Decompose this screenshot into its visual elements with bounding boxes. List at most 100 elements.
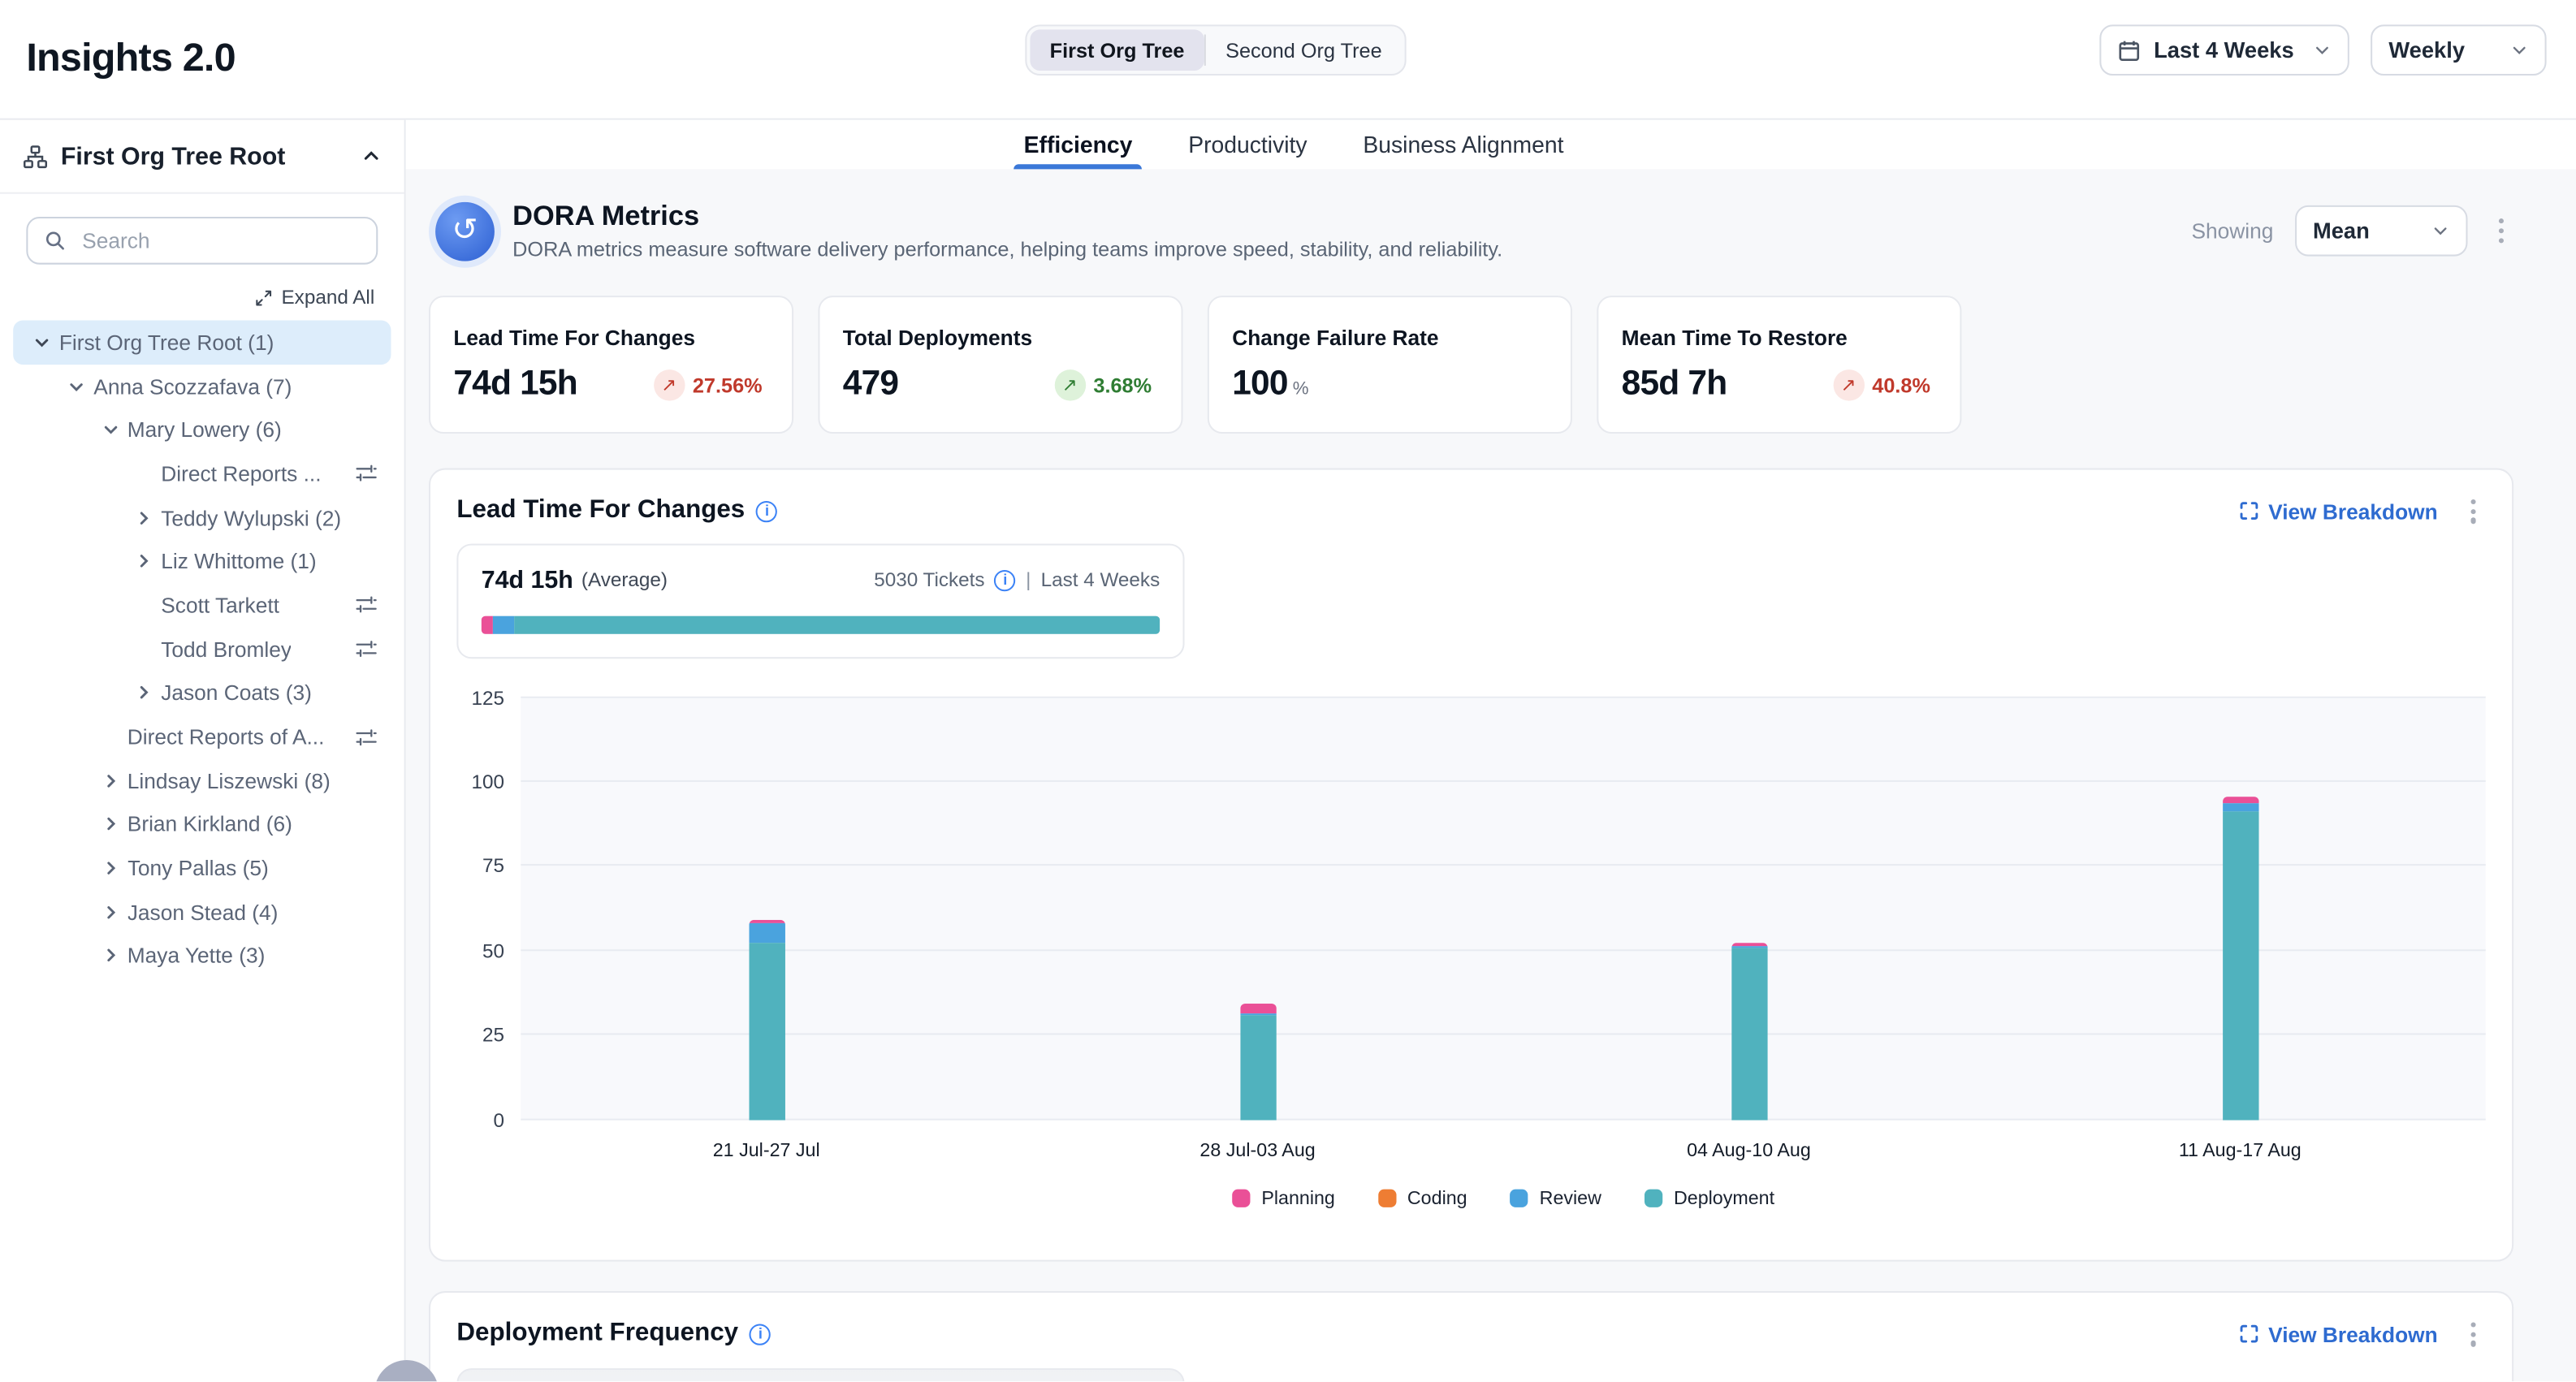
chevron-down-icon[interactable] bbox=[64, 377, 89, 395]
tree-item-maya-yette[interactable]: Maya Yette (3) bbox=[13, 934, 391, 978]
view-breakdown-label: View Breakdown bbox=[2268, 1322, 2438, 1347]
main-area: Efficiency Productivity Business Alignme… bbox=[374, 119, 2576, 1382]
chevron-down-icon[interactable] bbox=[29, 333, 54, 351]
tree-item-scott-tarkett[interactable]: Scott Tarkett bbox=[13, 583, 391, 627]
tree-item-teddy-wylupski[interactable]: Teddy Wylupski (2) bbox=[13, 495, 391, 539]
org-chart-icon bbox=[23, 144, 48, 168]
stacked-bar[interactable] bbox=[1731, 942, 1767, 1120]
tree-item-label: Tony Pallas (5) bbox=[127, 856, 269, 881]
chevron-right-icon[interactable] bbox=[132, 552, 156, 570]
info-icon[interactable]: i bbox=[756, 500, 778, 522]
lead-time-summary-card: 74d 15h (Average) 5030 Tickets i | Last … bbox=[456, 542, 1185, 659]
date-range-select[interactable]: Last 4 Weeks bbox=[2099, 24, 2349, 76]
legend-item-deployment[interactable]: Deployment bbox=[1644, 1189, 1774, 1208]
y-tick-label: 50 bbox=[482, 939, 505, 962]
bar-slot bbox=[1012, 697, 1503, 1120]
card-title: Change Failure Rate bbox=[1232, 325, 1439, 350]
chevron-right-icon[interactable] bbox=[132, 684, 156, 702]
kebab-menu-icon[interactable] bbox=[2488, 212, 2513, 249]
tab-business-alignment[interactable]: Business Alignment bbox=[1363, 131, 1564, 158]
chevron-up-icon[interactable] bbox=[361, 146, 381, 166]
search-input[interactable] bbox=[79, 227, 361, 255]
chevron-down-icon[interactable] bbox=[97, 421, 122, 438]
search-icon bbox=[45, 230, 66, 251]
granularity-select[interactable]: Weekly bbox=[2371, 24, 2547, 76]
chevron-right-icon[interactable] bbox=[132, 508, 156, 526]
tree-item-jason-coats[interactable]: Jason Coats (3) bbox=[13, 671, 391, 715]
showing-select[interactable]: Mean bbox=[2294, 205, 2468, 257]
gridline bbox=[521, 695, 2486, 697]
filters-icon[interactable] bbox=[355, 725, 378, 748]
tree-item-brian-kirkland[interactable]: Brian Kirkland (6) bbox=[13, 802, 391, 846]
stacked-bar[interactable] bbox=[1239, 1003, 1276, 1120]
chevron-down-icon bbox=[2510, 41, 2528, 59]
bar-segment-deployment bbox=[748, 942, 784, 1120]
legend-item-planning[interactable]: Planning bbox=[1231, 1189, 1335, 1208]
chevron-right-icon[interactable] bbox=[97, 947, 122, 965]
chevron-right-icon[interactable] bbox=[97, 903, 122, 921]
expand-all-link[interactable]: Expand All bbox=[255, 286, 374, 309]
info-icon[interactable]: i bbox=[994, 569, 1016, 591]
x-tick-label: 04 Aug-10 Aug bbox=[1687, 1141, 1811, 1161]
chevron-right-icon[interactable] bbox=[97, 859, 122, 877]
view-breakdown-link[interactable]: View Breakdown bbox=[2239, 499, 2438, 524]
change-badge: ↗ 3.68% bbox=[1053, 369, 1152, 401]
tree-item-todd-bromley[interactable]: Todd Bromley bbox=[13, 627, 391, 671]
play-icon: ▶ bbox=[408, 1379, 424, 1381]
chevron-right-icon[interactable] bbox=[97, 771, 122, 789]
expand-all-label: Expand All bbox=[281, 285, 375, 309]
kebab-menu-icon[interactable] bbox=[2461, 493, 2486, 530]
legend-label: Review bbox=[1539, 1188, 1601, 1209]
filters-icon[interactable] bbox=[355, 637, 378, 660]
tree-item-jason-stead[interactable]: Jason Stead (4) bbox=[13, 890, 391, 934]
toggle-second-org-tree[interactable]: Second Org Tree bbox=[1206, 29, 1402, 71]
lead-time-chart: 0 25 50 75 100 125 bbox=[456, 686, 2486, 1131]
tab-productivity[interactable]: Productivity bbox=[1188, 131, 1307, 158]
tree-item-direct-reports-of-anna[interactable]: Direct Reports of A... bbox=[13, 715, 391, 758]
stacked-bar[interactable] bbox=[748, 920, 784, 1120]
card-value: 100 bbox=[1232, 365, 1288, 403]
showing-label: Showing bbox=[2191, 218, 2274, 244]
stacked-bar[interactable] bbox=[2222, 797, 2258, 1120]
tree-item-direct-reports[interactable]: Direct Reports ... bbox=[13, 451, 391, 495]
card-title: Total Deployments bbox=[842, 325, 1033, 350]
tree-item-first-org-tree-root[interactable]: First Org Tree Root (1) bbox=[13, 320, 391, 365]
tree-item-anna-scozzafava[interactable]: Anna Scozzafava (7) bbox=[13, 364, 391, 408]
topbar-controls: Last 4 Weeks Weekly bbox=[2099, 24, 2547, 76]
legend-item-coding[interactable]: Coding bbox=[1377, 1189, 1467, 1208]
lead-time-summary-bar bbox=[481, 615, 1160, 633]
legend-swatch bbox=[1644, 1189, 1662, 1208]
org-tree-sidebar: First Org Tree Root bbox=[0, 119, 406, 1382]
tab-efficiency[interactable]: Efficiency bbox=[1014, 120, 1143, 170]
chart-legend: Planning Coding Review Deployment bbox=[521, 1189, 2485, 1208]
tree-item-mary-lowery[interactable]: Mary Lowery (6) bbox=[13, 408, 391, 451]
tree-item-label: Jason Stead (4) bbox=[127, 900, 279, 925]
gridline bbox=[521, 1117, 2486, 1120]
tree-item-label: Brian Kirkland (6) bbox=[127, 812, 292, 837]
toggle-first-org-tree[interactable]: First Org Tree bbox=[1030, 29, 1204, 71]
chevron-down-icon bbox=[2313, 41, 2331, 59]
info-icon[interactable]: i bbox=[750, 1324, 772, 1345]
x-tick-label: 28 Jul-03 Aug bbox=[1199, 1141, 1316, 1161]
filters-icon[interactable] bbox=[355, 594, 378, 616]
card-value: 85d 7h bbox=[1621, 365, 1728, 403]
chevron-right-icon[interactable] bbox=[97, 815, 122, 833]
view-breakdown-link[interactable]: View Breakdown bbox=[2239, 1322, 2438, 1346]
filters-icon[interactable] bbox=[355, 462, 378, 485]
search-box bbox=[26, 217, 378, 265]
top-bar: Insights 2.0 First Org Tree Second Org T… bbox=[0, 0, 2576, 120]
summary-qualifier: (Average) bbox=[581, 568, 668, 592]
tree-item-lindsay-liszewski[interactable]: Lindsay Liszewski (8) bbox=[13, 758, 391, 802]
kebab-menu-icon[interactable] bbox=[2461, 1315, 2486, 1353]
card-title: Lead Time For Changes bbox=[453, 325, 695, 350]
expand-corners-icon bbox=[2239, 502, 2258, 521]
summary-bar-segment-deployment bbox=[513, 615, 1160, 633]
x-tick-label: 11 Aug-17 Aug bbox=[2178, 1141, 2302, 1161]
tree-item-tony-pallas[interactable]: Tony Pallas (5) bbox=[13, 846, 391, 890]
tree-item-liz-whittome[interactable]: Liz Whittome (1) bbox=[13, 539, 391, 583]
change-badge: ↗ 27.56% bbox=[653, 369, 763, 401]
card-mean-time-to-restore: Mean Time To Restore 85d 7h ↗ 40.8% bbox=[1597, 296, 1962, 434]
summary-separator: | bbox=[1026, 568, 1031, 592]
legend-item-review[interactable]: Review bbox=[1510, 1189, 1601, 1208]
